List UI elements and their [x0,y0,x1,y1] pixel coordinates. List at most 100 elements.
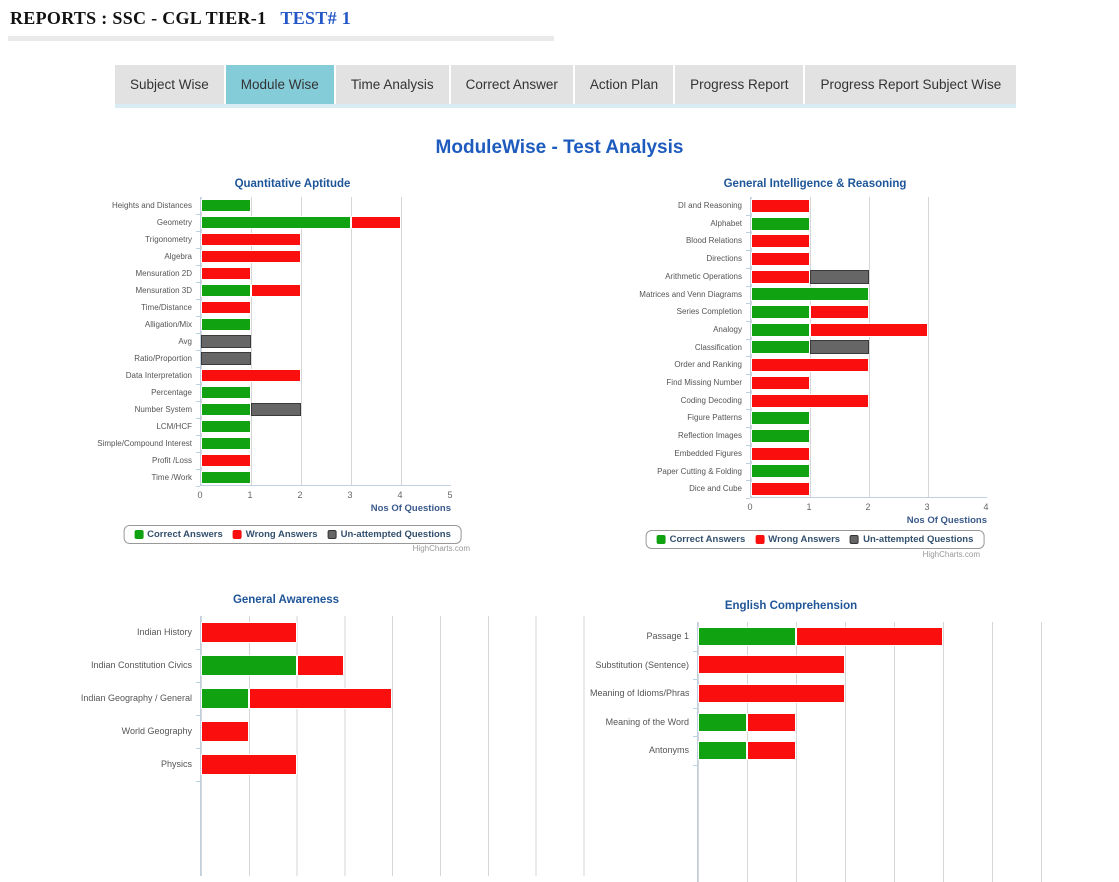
axis-tick [196,350,200,351]
bar-segment-correct-answers [751,216,810,231]
bar-row [698,626,943,646]
bar-row [201,754,297,775]
bar-segment-wrong-answers [747,712,796,732]
bar-segment-correct-answers [201,403,251,416]
credits-link[interactable]: HighCharts.com [922,550,980,559]
bar-row [751,269,869,284]
bar-row [201,199,251,212]
category-label: Mensuration 2D [135,269,192,278]
bar-row [201,352,251,365]
bar-segment-wrong-answers [201,754,297,775]
bar-row [751,375,810,390]
bar-row [201,420,251,433]
legend-item-un-attempted-questions[interactable]: Un-attempted Questions [850,534,973,545]
axis-tick [196,333,200,334]
axis-tick [196,265,200,266]
tab-progress-report[interactable]: Progress Report [675,65,804,104]
category-label: Indian History [136,627,192,637]
bar-row [751,358,869,373]
category-label: Mensuration 3D [135,286,192,295]
axis-tick [196,715,200,716]
axis-tick [746,444,750,446]
axis-tick [196,748,200,749]
tab-module-wise[interactable]: Module Wise [225,65,334,104]
bar-segment-wrong-answers [698,655,845,675]
chart-quantitative-aptitude: Quantitative Aptitude Heights and Distanc… [85,178,500,553]
x-axis-title: Nos Of Questions [370,503,451,514]
axis-tick [196,299,200,300]
tab-correct-answer[interactable]: Correct Answer [450,65,573,104]
category-label: LCM/HCF [156,422,192,431]
axis-tick [746,320,750,322]
axis-tick [196,384,200,385]
bar-row [201,403,301,416]
axis-tick [196,469,200,470]
bar-segment-wrong-answers [201,721,249,742]
x-axis-tick-label: 3 [924,501,930,512]
bar-segment-wrong-answers [810,305,869,320]
category-label: Algebra [164,252,192,261]
axis-tick [746,285,750,287]
reports-title: REPORTS : SSC - CGL TIER-1 [10,8,267,28]
reports-header: REPORTS : SSC - CGL TIER-1 TEST# 1 [10,8,351,29]
axis-tick [693,765,697,766]
x-axis-tick-label: 1 [806,501,812,512]
tab-action-plan[interactable]: Action Plan [574,65,674,104]
bar-segment-wrong-answers [751,375,810,390]
bar-segment-correct-answers [751,322,810,337]
category-label: Passage 1 [646,631,689,641]
legend-swatch [755,535,765,544]
category-label: Analogy [713,324,742,334]
bar-segment-correct-answers [201,284,251,297]
bar-segment-wrong-answers [201,233,301,246]
axis-tick [746,462,750,464]
legend-item-un-attempted-questions[interactable]: Un-attempted Questions [327,529,451,540]
bar-segment-wrong-answers [810,322,928,337]
legend-item-wrong-answers[interactable]: Wrong Answers [755,534,840,545]
credits-link[interactable]: HighCharts.com [412,544,470,553]
legend-item-correct-answers[interactable]: Correct Answers [134,529,223,540]
bar-row [201,655,345,676]
tab-time-analysis[interactable]: Time Analysis [335,65,449,104]
chart-title: General Intelligence & Reasoning [723,178,907,190]
legend-swatch [327,530,337,539]
category-label: Indian Constitution Civics [90,660,192,670]
x-axis-tick-label: 2 [865,501,871,512]
category-label: Time/Distance [141,303,192,312]
legend-item-correct-answers[interactable]: Correct Answers [656,534,746,545]
bar-segment-un-attempted-questions [201,352,251,365]
tab-bar-row: Subject Wise Module Wise Time Analysis Corr… [115,65,1017,104]
tab-progress-report-subject-wise[interactable]: Progress Report Subject Wise [805,65,1017,104]
bar-row [751,411,810,426]
bar-row [201,250,301,263]
legend-label: Correct Answers [669,534,746,545]
bar-segment-wrong-answers [201,622,297,643]
bar-segment-wrong-answers [248,688,393,709]
axis-tick [196,418,200,419]
bar-segment-correct-answers [698,626,796,646]
axis-tick [693,707,697,709]
category-label: Alphabet [710,218,742,228]
bar-row [698,655,845,675]
bar-segment-wrong-answers [296,655,345,676]
bar-segment-wrong-answers [747,741,796,761]
bar-segment-correct-answers [698,741,747,761]
bar-segment-wrong-answers [751,358,869,373]
bar-row [751,216,810,231]
axis-tick [746,250,750,252]
bar-row [751,340,869,355]
bar-segment-wrong-answers [751,393,869,408]
bar-row [201,471,251,484]
chart-title: English Comprehension [724,600,858,612]
axis-tick [746,374,750,375]
x-axis-tick-label: 4 [983,501,989,512]
bar-segment-correct-answers [201,655,297,676]
tab-subject-wise[interactable]: Subject Wise [115,65,224,104]
bar-segment-un-attempted-questions [201,335,251,348]
category-label: Ratio/Proportion [134,354,192,363]
legend-item-wrong-answers[interactable]: Wrong Answers [232,529,318,540]
axis-tick [196,401,200,402]
axis-tick [746,214,750,216]
axis-tick [746,480,750,482]
category-label: Trigonometry [145,235,192,244]
